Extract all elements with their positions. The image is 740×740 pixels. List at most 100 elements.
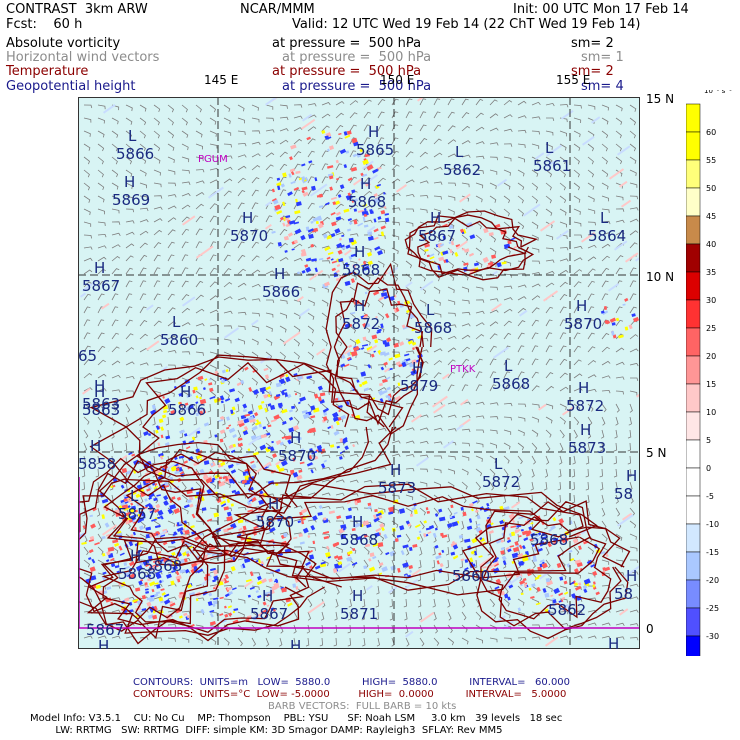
pressure-center-value: 5868 xyxy=(492,375,530,393)
field-name: Absolute vorticity xyxy=(6,36,121,51)
field-smoothing: sm= 1 xyxy=(581,50,624,65)
pressure-center-letter: H xyxy=(262,587,273,605)
pressure-center-letter: H xyxy=(354,297,365,315)
pressure-center-letter: H xyxy=(580,421,591,439)
pressure-center-value: 5864 xyxy=(588,227,626,245)
colorbar-swatch xyxy=(686,579,701,609)
colorbar-swatch xyxy=(686,327,701,357)
colorbar-label: 10 xyxy=(706,408,716,417)
forecast-hour: Fcst: 60 h xyxy=(6,17,83,32)
pressure-center-letter: H xyxy=(242,209,253,227)
pressure-center-value: 5868 xyxy=(118,565,156,583)
station-label: PGUM xyxy=(198,154,228,165)
colorbar-swatch xyxy=(686,131,701,161)
pressure-center-letter: H xyxy=(130,547,141,565)
colorbar-label: 40 xyxy=(706,240,716,249)
map-border xyxy=(78,97,640,649)
model-title: CONTRAST 3km ARW xyxy=(6,2,148,17)
model-info: Model Info: V3.5.1 CU: No Cu MP: Thompso… xyxy=(30,713,563,724)
barb-info: BARB VECTORS: FULL BARB = 10 kts xyxy=(268,701,457,712)
pressure-center-value: 5863 xyxy=(82,395,120,413)
pressure-center-value: 5862 xyxy=(548,601,586,619)
pressure-center-letter: H xyxy=(576,297,587,315)
temperature-contours xyxy=(78,210,631,645)
contour-info-height: CONTOURS: UNITS=m LOW= 5880.0 HIGH= 5880… xyxy=(133,677,571,688)
pressure-center-value: 5860 xyxy=(452,567,490,585)
pressure-center-letter: H xyxy=(390,461,401,479)
pressure-center-value: 5868 xyxy=(414,319,452,337)
vorticity-colorbar: 10⁻⁵ s⁻¹605550454035302520151050-5-10-15… xyxy=(686,90,732,656)
pressure-center-value: 5867 xyxy=(418,227,456,245)
colorbar-label: 15 xyxy=(706,380,716,389)
pressure-center-letter: L xyxy=(600,209,609,227)
pressure-center-value: 58 xyxy=(614,485,633,503)
pressure-center-value: 5870 xyxy=(564,315,602,333)
field-name: Horizontal wind vectors xyxy=(6,50,160,65)
colorbar-label: 35 xyxy=(706,268,716,277)
pressure-center-letter: L xyxy=(455,143,464,161)
contour-info-temp: CONTOURS: UNITS=°C LOW= -5.0000 HIGH= 0.… xyxy=(133,689,567,700)
lon-label-150: 150 E xyxy=(380,73,415,87)
pressure-center-letter: L xyxy=(172,313,181,331)
colorbar-swatch xyxy=(686,411,701,441)
pressure-center-value: 5865 xyxy=(356,141,394,159)
pressure-center-letter: L xyxy=(130,487,139,505)
pressure-center-letter: H xyxy=(94,383,105,401)
colorbar-label: -20 xyxy=(706,576,719,585)
colorbar-label: 55 xyxy=(706,156,716,165)
pressure-center-value: 5873 xyxy=(378,479,416,497)
colorbar-swatch xyxy=(686,523,701,553)
pressure-center-value: 5873 xyxy=(568,439,606,457)
pressure-center-value: 5868 xyxy=(530,531,568,549)
colorbar-swatch xyxy=(686,187,701,217)
colorbar-unit: 10⁻⁵ s⁻¹ xyxy=(704,90,732,95)
colorbar-swatch xyxy=(686,635,701,656)
colorbar-swatch xyxy=(686,607,701,637)
pressure-center-value: 5858 xyxy=(78,455,116,473)
pressure-center-letter: H xyxy=(268,495,279,513)
lon-label-155: 155 E xyxy=(556,73,591,87)
pressure-center-letter: H xyxy=(626,467,637,485)
pressure-center-letter: H xyxy=(352,587,363,605)
pressure-center-value: 5872 xyxy=(342,315,380,333)
pressure-center-value: 5857 xyxy=(118,505,156,523)
pressure-center-value: 5867 xyxy=(250,605,288,623)
init-time: Init: 00 UTC Mon 17 Feb 14 xyxy=(513,2,689,17)
colorbar-label: 5 xyxy=(706,436,711,445)
pressure-center-value: 5866 xyxy=(262,283,300,301)
pressure-center-value: 5861 xyxy=(533,157,571,175)
pressure-center-value: 5862 xyxy=(443,161,481,179)
pressure-center-letter: H xyxy=(274,265,285,283)
pressure-center-value: 5868 xyxy=(144,557,182,575)
pressure-center-value: 5870 xyxy=(230,227,268,245)
pressure-center-letter: L xyxy=(504,357,513,375)
pressure-center-value: 58 xyxy=(614,585,633,603)
colorbar-label: 0 xyxy=(706,464,711,473)
colorbar-swatch xyxy=(686,103,701,133)
pressure-center-value: 65 xyxy=(78,347,97,365)
field-name: Temperature xyxy=(6,64,89,79)
pressure-center-value: 5863 xyxy=(82,401,120,419)
colorbar-swatch xyxy=(686,439,701,469)
colorbar-label: -10 xyxy=(706,520,719,529)
colorbar-swatch xyxy=(686,467,701,497)
field-pressure: at pressure = 500 hPa xyxy=(282,79,432,94)
pressure-center-letter: H xyxy=(124,173,135,191)
pressure-center-letter: H xyxy=(354,243,365,261)
pressure-center-value: 5868 xyxy=(342,261,380,279)
pressure-center-letter: H xyxy=(360,175,371,193)
colorbar-label: -15 xyxy=(706,548,719,557)
lat-label-0: 0 xyxy=(646,622,654,636)
pressure-center-letter: H xyxy=(430,209,441,227)
lat-label-10n: 10 N xyxy=(646,270,675,284)
pressure-center-value: 5879 xyxy=(400,377,438,395)
field-name: Geopotential height xyxy=(6,79,136,94)
pressure-center-value: 5860 xyxy=(160,331,198,349)
colorbar-label: 50 xyxy=(706,184,716,193)
org-label: NCAR/MMM xyxy=(240,2,315,17)
pressure-center-letter: H xyxy=(608,635,619,649)
colorbar-swatch xyxy=(686,271,701,301)
field-smoothing: sm= 4 xyxy=(581,79,624,94)
pressure-center-letter: H xyxy=(98,637,109,649)
